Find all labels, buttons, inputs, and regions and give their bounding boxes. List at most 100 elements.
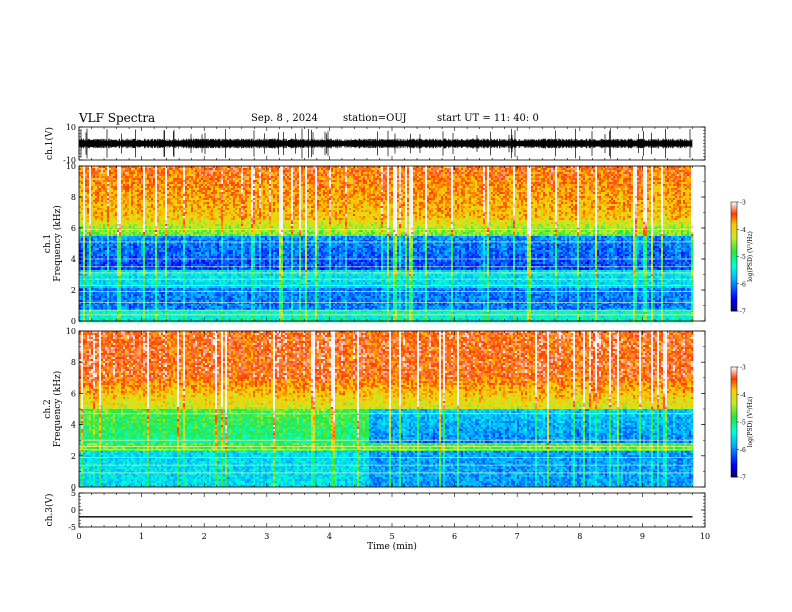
spectrogram-cell	[193, 178, 195, 180]
spectrogram-cell	[309, 170, 311, 172]
spectrogram-cell	[217, 172, 219, 174]
spectrogram-cell	[91, 174, 93, 176]
spectrogram-cell	[569, 176, 571, 178]
spectrogram-cell	[175, 178, 177, 180]
spectrogram-cell	[235, 170, 237, 172]
spectrogram-cell	[165, 170, 167, 172]
spectrogram-cell	[633, 176, 635, 178]
spectrogram-cell	[471, 172, 473, 174]
spectrogram-cell	[639, 176, 641, 178]
spectrogram-cell	[541, 172, 543, 174]
spectrogram-cell	[527, 168, 529, 170]
spectrogram-cell	[245, 174, 247, 176]
spectrogram-cell	[217, 180, 219, 182]
spectrogram-cell	[591, 178, 593, 180]
spectrogram-cell	[487, 174, 489, 176]
spectrogram-cell	[305, 174, 307, 176]
spectrogram-cell	[345, 176, 347, 178]
spectrogram-cell	[551, 174, 553, 176]
spectrogram-cell	[87, 178, 89, 180]
spectrogram-cell	[117, 178, 119, 180]
spectrogram-cell	[267, 174, 269, 176]
spectrogram-cell	[667, 176, 669, 178]
spectrogram-cell	[299, 174, 301, 176]
spectrogram-cell	[267, 180, 269, 182]
spectrogram-cell	[497, 168, 499, 170]
spectrogram-cell	[553, 178, 555, 180]
spectrogram-cell	[163, 176, 165, 178]
spectrogram-cell	[83, 180, 85, 182]
spectrogram-cell	[97, 172, 99, 174]
spectrogram-cell	[689, 168, 691, 170]
spectrogram-cell	[485, 178, 487, 180]
spectrogram-cell	[561, 172, 563, 174]
spectrogram-cell	[583, 176, 585, 178]
spectrogram-cell	[669, 176, 671, 178]
spectrogram-cell	[455, 176, 457, 178]
spectrogram-cell	[499, 168, 501, 170]
spectrogram-cell	[417, 170, 419, 172]
spectrogram-cell	[279, 168, 281, 170]
spectrogram-cell	[205, 176, 207, 178]
spectrogram-cell	[191, 168, 193, 170]
spectrogram-cell	[141, 178, 143, 180]
spectrogram-cell	[207, 176, 209, 178]
spectrogram-cell	[499, 170, 501, 172]
spectrogram-cell	[151, 170, 153, 172]
spectrogram-cell	[663, 178, 665, 180]
spectrogram-cell	[645, 168, 647, 170]
spectrogram-cell	[165, 180, 167, 182]
spectrogram-cell	[177, 174, 179, 176]
spectrogram-cell	[313, 172, 315, 174]
spectrogram-cell	[281, 170, 283, 172]
spectrogram-cell	[487, 176, 489, 178]
spectrogram-cell	[225, 176, 227, 178]
spectrogram-cell	[293, 174, 295, 176]
spectrogram-cell	[657, 168, 659, 170]
spectrogram-cell	[139, 176, 141, 178]
spectrogram-cell	[389, 172, 391, 174]
spectrogram-cell	[189, 180, 191, 182]
spectrogram-cell	[357, 172, 359, 174]
spectrogram-cell	[97, 174, 99, 176]
spectrogram-cell	[351, 176, 353, 178]
spectrogram-cell	[505, 170, 507, 172]
spectrogram-cell	[311, 172, 313, 174]
spectrogram-cell	[233, 180, 235, 182]
spectrogram-cell	[579, 174, 581, 176]
spectrogram-cell	[389, 174, 391, 176]
spectrogram-cell	[369, 176, 371, 178]
spectrogram-cell	[655, 172, 657, 174]
spectrogram-cell	[253, 176, 255, 178]
spectrogram-cell	[183, 168, 185, 170]
spectrogram-cell	[653, 178, 655, 180]
spectrogram-cell	[105, 170, 107, 172]
spectrogram-cell	[341, 174, 343, 176]
spectrogram-cell	[503, 168, 505, 170]
spectrogram-cell	[105, 168, 107, 170]
spectrogram-cell	[531, 168, 533, 170]
spectrogram-cell	[655, 168, 657, 170]
spectrogram-cell	[237, 170, 239, 172]
spectrogram-cell	[633, 168, 635, 170]
spectrogram-cell	[581, 174, 583, 176]
spectrogram-cell	[449, 170, 451, 172]
spectrogram-cell	[657, 176, 659, 178]
spectrogram-cell	[517, 176, 519, 178]
spectrogram-cell	[565, 176, 567, 178]
spectrogram-cell	[471, 174, 473, 176]
spectrogram-cell	[179, 172, 181, 174]
spectrogram-cell	[223, 168, 225, 170]
spectrogram-cell	[333, 172, 335, 174]
spectrogram-cell	[563, 168, 565, 170]
spectrogram-cell	[291, 170, 293, 172]
spectrogram-cell	[289, 172, 291, 174]
spectrogram-cell	[299, 170, 301, 172]
spectrogram-cell	[105, 180, 107, 182]
spectrogram-cell	[249, 168, 251, 170]
spectrogram-cell	[215, 172, 217, 174]
spectrogram-cell	[235, 172, 237, 174]
spectrogram-cell	[91, 180, 93, 182]
spectrogram-cell	[309, 172, 311, 174]
spectrogram-cell	[295, 178, 297, 180]
